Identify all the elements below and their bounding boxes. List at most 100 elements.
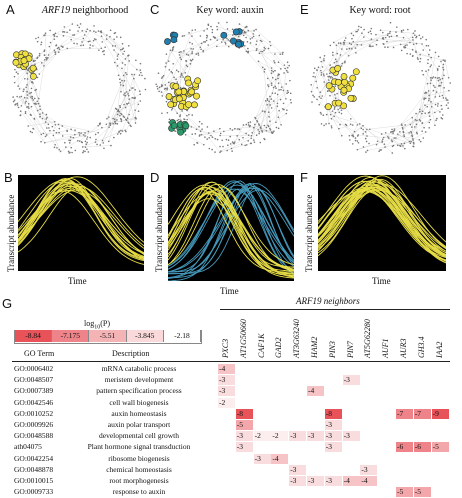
enrichment-cell: -7 — [413, 408, 431, 419]
go-term-description: auxin polar transport — [107, 420, 171, 429]
enrichment-cell: -4 — [342, 476, 360, 486]
arf19-title-gene: ARF19 — [41, 5, 71, 16]
enrichment-cell: -3 — [307, 476, 324, 486]
go-term-id: GO:0009733 — [14, 487, 54, 497]
legend-cell: -3.845 — [126, 330, 164, 342]
go-term-id: GO:0042546 — [14, 397, 54, 407]
x-axis-label-d: Time — [220, 286, 239, 296]
enrichment-cell: -8 — [324, 408, 342, 419]
panel-d-letter: D — [150, 170, 160, 185]
enrichment-cell: -5 — [396, 487, 413, 498]
go-term-description: Plant hormone signal transduction — [87, 442, 191, 452]
go-term-description: ribosome biogenesis — [108, 453, 170, 463]
gene-header: AUR3 — [399, 338, 408, 358]
timeseries-plot-auxin — [168, 175, 294, 281]
enrichment-cell: -3 — [289, 431, 307, 442]
enrichment-cell: -3 — [289, 476, 307, 486]
root-cluster-nodes — [324, 65, 360, 111]
go-term-description: root morphogenesis — [109, 476, 169, 485]
gene-header: AUF1 — [381, 338, 391, 358]
panel-a-title: ARF19 neighborhood — [20, 5, 150, 16]
description-header: Description — [112, 349, 150, 358]
network-plot-root — [310, 21, 452, 154]
enrichment-cell: -3 — [218, 386, 235, 397]
enrichment-cell: -3 — [360, 464, 378, 475]
enrichment-cell: -3 — [324, 442, 342, 453]
panel-a-letter: A — [6, 2, 15, 17]
enrichment-cell: -3 — [253, 453, 271, 464]
auxin-curves-yellow — [168, 181, 294, 279]
enrichment-cell: -2 — [218, 397, 235, 408]
go-term-id: GO:0009926 — [14, 420, 54, 429]
go-term-id: GO:0042254 — [14, 453, 54, 463]
enrichment-cell: -4 — [271, 453, 289, 464]
go-term-id: GO:0048588 — [14, 431, 54, 441]
legend-title-sub: 10 — [94, 324, 101, 331]
enrichment-cell: -7 — [396, 408, 413, 419]
gene-header: PXC3 — [221, 338, 230, 358]
neighbors-header-text: ARF19 neighbors — [296, 296, 360, 306]
enrichment-cell: -8 — [235, 408, 253, 419]
panel-c-title: Key word: auxin — [196, 5, 264, 16]
enrichment-cell: -2 — [271, 431, 289, 442]
go-term-id: GO:0048507 — [14, 375, 54, 385]
gene-header: GH3.4 — [416, 336, 426, 358]
go-term-description: response to auxin — [112, 487, 166, 497]
network-edges — [14, 23, 141, 152]
gene-header: IAA2 — [434, 341, 444, 358]
enrichment-cell: -3 — [307, 431, 324, 442]
go-term-id: GO:0010252 — [14, 408, 54, 418]
go-term-id: ath04075 — [14, 442, 42, 452]
go-term-header: GO Term — [24, 349, 55, 358]
arf19-curves — [18, 176, 144, 265]
network-plot-auxin — [155, 21, 292, 154]
enrichment-cell: -4 — [360, 476, 378, 486]
panel-c-letter: C — [150, 2, 160, 17]
auxin-cluster-blue-top — [220, 28, 245, 48]
panel-b-letter: B — [4, 170, 13, 185]
panel-e-title: Key word: root — [349, 5, 411, 16]
network-nodes — [310, 21, 452, 154]
panel-g-letter: G — [2, 296, 13, 311]
auxin-cluster-blue-left — [164, 31, 179, 45]
gene-header: PIN7 — [345, 341, 355, 358]
enrichment-cell: -3 — [324, 431, 342, 442]
gene-header: CAF1K — [256, 333, 266, 358]
network-nodes — [155, 21, 292, 154]
legend-title: log10(P) — [84, 319, 110, 331]
gene-header: HAM2 — [310, 336, 319, 358]
enrichment-cell: -9 — [431, 408, 449, 419]
enrichment-cell: -5 — [235, 420, 253, 430]
go-term-id: GO:0010015 — [14, 476, 54, 485]
timeseries-plot-arf19 — [18, 175, 144, 271]
network-plot-arf19 — [12, 23, 147, 154]
enrichment-cell: -3 — [235, 431, 253, 442]
legend-title-log: log — [84, 319, 95, 328]
enrichment-cell: -3 — [324, 420, 342, 430]
go-term-id: GO:0006402 — [14, 364, 54, 373]
neighbors-header-rule — [220, 309, 450, 310]
y-axis-label-b: Transcript abundance — [6, 194, 16, 272]
go-term-description: cell wall biogenesis — [109, 397, 169, 407]
legend-cell: -8.84 — [15, 330, 53, 342]
x-axis-label-b: Time — [68, 276, 87, 286]
gene-header: GAD2 — [274, 337, 284, 358]
go-term-description: chemical homeostasis — [106, 464, 172, 474]
enrichment-cell: -6 — [396, 442, 413, 453]
enrichment-cell: -3 — [324, 476, 342, 486]
enrichment-cell: -3 — [218, 375, 235, 386]
arf19-title-suffix: neighborhood — [70, 5, 129, 16]
panel-e-letter: E — [300, 2, 309, 17]
enrichment-cell: -3 — [342, 431, 360, 442]
legend-cell: -7.175 — [52, 330, 90, 342]
y-axis-label-f: Transcript abundance — [304, 194, 314, 272]
gene-header: PIN3 — [327, 341, 337, 358]
auxin-cluster-green — [168, 119, 190, 136]
table-header-rule — [12, 361, 450, 362]
legend-cell: -2.18 — [163, 330, 201, 342]
legend-cell: -5.51 — [89, 330, 127, 342]
network-nodes — [12, 23, 147, 154]
go-term-description: meristem development — [104, 375, 174, 385]
go-term-description: mRNA catabolic process — [101, 364, 177, 373]
gene-header: AT3G63240 — [292, 319, 302, 358]
